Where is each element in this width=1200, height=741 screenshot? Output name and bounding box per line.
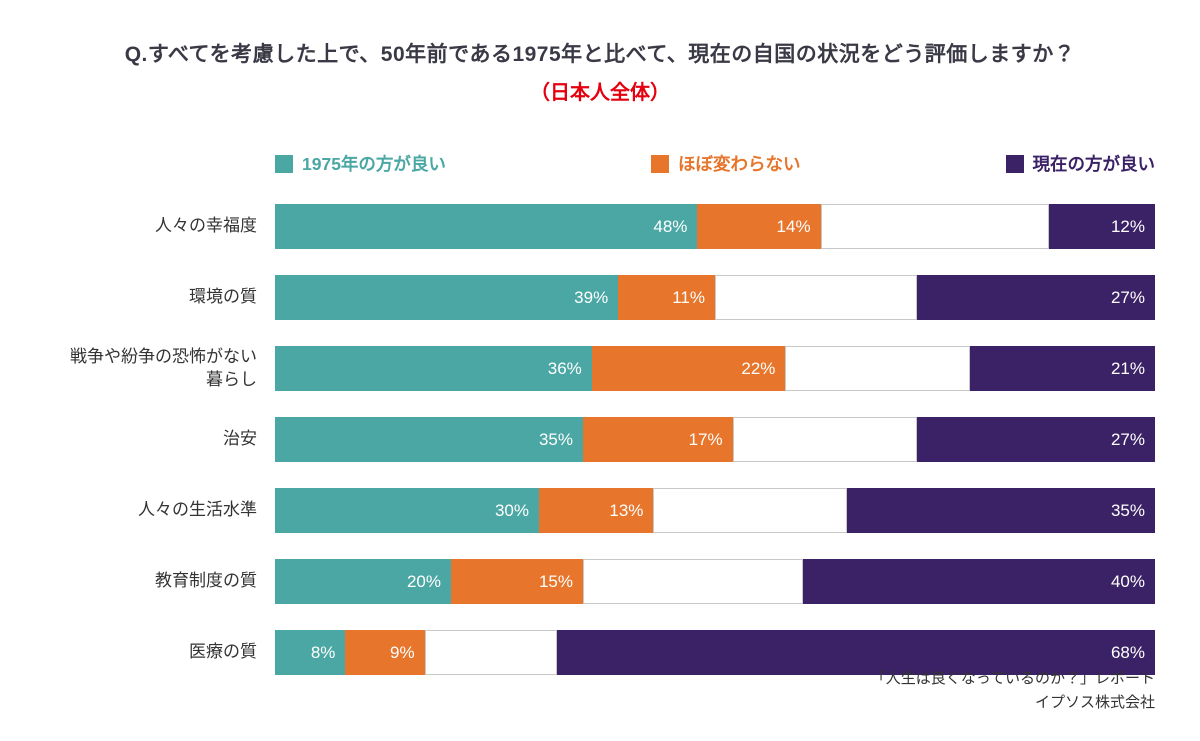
bar-segment-1975-better: 8%	[275, 630, 346, 675]
value-label: 35%	[1110, 500, 1145, 520]
bar-segment-now-better: 21%	[970, 346, 1155, 391]
stacked-bar: 8% 9% 68%	[275, 630, 1155, 675]
bar-segment-about-same: 13%	[539, 488, 654, 533]
category-label: 治安	[223, 429, 257, 449]
bar-segment-no-answer	[785, 346, 971, 391]
category-label: 人々の幸福度	[155, 216, 257, 236]
stacked-bar: 36% 22% 21%	[275, 346, 1155, 391]
value-label: 27%	[1110, 429, 1145, 449]
bar-segment-1975-better: 39%	[275, 275, 619, 320]
chart-subtitle: （日本人全体）	[530, 82, 670, 104]
bar-segment-no-answer	[583, 559, 803, 604]
value-label: 27%	[1110, 287, 1145, 307]
bar-segment-1975-better: 48%	[275, 204, 698, 249]
bar-segment-now-better: 68%	[556, 630, 1155, 675]
chart-row: 治安 35% 17% 27%	[0, 417, 1155, 462]
value-label: 15%	[538, 571, 573, 591]
category-label: 医療の質	[189, 642, 257, 662]
value-label: 21%	[1110, 358, 1145, 378]
bar-segment-1975-better: 20%	[275, 559, 451, 604]
bar-segment-about-same: 9%	[345, 630, 425, 675]
stacked-bar: 39% 11% 27%	[275, 275, 1155, 320]
bar-segment-about-same: 14%	[697, 204, 821, 249]
bar-segment-1975-better: 36%	[275, 346, 592, 391]
bar-segment-about-same: 22%	[591, 346, 786, 391]
legend: 1975年の方が良い ほぼ変わらない 現在の方が良い	[275, 151, 1155, 176]
category-label: 戦争や紛争の恐怖がない 暮らし	[70, 347, 257, 389]
stacked-bar-chart: 人々の幸福度 48% 14% 12% 環境の質 39% 11% 27% 戦争や紛…	[0, 204, 1200, 675]
bar-segment-about-same: 17%	[583, 417, 733, 462]
value-label: 39%	[574, 287, 609, 307]
bar-segment-now-better: 35%	[846, 488, 1155, 533]
bar-segment-about-same: 15%	[451, 559, 583, 604]
legend-item-1975-better: 1975年の方が良い	[275, 151, 446, 176]
bar-segment-now-better: 40%	[803, 559, 1155, 604]
legend-label: 1975年の方が良い	[302, 154, 446, 174]
bar-segment-now-better: 27%	[917, 417, 1155, 462]
legend-label: 現在の方が良い	[1032, 154, 1156, 174]
category-label: 環境の質	[189, 287, 257, 307]
source-company: イプソス株式会社	[1034, 694, 1155, 711]
chart-row: 環境の質 39% 11% 27%	[0, 275, 1155, 320]
bar-segment-1975-better: 30%	[275, 488, 539, 533]
chart-title: Q.すべてを考慮した上で、50年前である1975年と比べて、現在の自国の状況をど…	[124, 43, 1076, 66]
bar-segment-about-same: 11%	[618, 275, 715, 320]
bar-segment-now-better: 27%	[917, 275, 1155, 320]
chart-row: 人々の生活水準 30% 13% 35%	[0, 488, 1155, 533]
value-label: 17%	[688, 429, 723, 449]
bar-segment-1975-better: 35%	[275, 417, 583, 462]
bar-segment-no-answer	[732, 417, 918, 462]
legend-swatch-purple	[1005, 154, 1024, 173]
value-label: 12%	[1110, 216, 1145, 236]
bar-segment-no-answer	[653, 488, 847, 533]
value-label: 9%	[390, 642, 415, 662]
value-label: 20%	[406, 571, 441, 591]
value-label: 48%	[653, 216, 688, 236]
legend-swatch-teal	[275, 154, 293, 173]
bar-segment-now-better: 12%	[1049, 204, 1155, 249]
stacked-bar: 35% 17% 27%	[275, 417, 1155, 462]
value-label: 13%	[609, 500, 644, 520]
legend-swatch-orange	[650, 154, 669, 173]
category-label: 教育制度の質	[155, 571, 257, 591]
value-label: 68%	[1110, 642, 1145, 662]
bar-segment-no-answer	[820, 204, 1050, 249]
value-label: 30%	[494, 500, 529, 520]
value-label: 35%	[538, 429, 573, 449]
legend-label: ほぼ変わらない	[677, 154, 801, 174]
value-label: 14%	[776, 216, 811, 236]
value-label: 36%	[547, 358, 582, 378]
stacked-bar: 48% 14% 12%	[275, 204, 1155, 249]
value-label: 40%	[1110, 571, 1145, 591]
category-label: 人々の生活水準	[138, 500, 257, 520]
value-label: 22%	[741, 358, 776, 378]
source-report-title: 「人生は良くなっているのか？」レポート	[870, 670, 1155, 687]
bar-segment-no-answer	[424, 630, 557, 675]
stacked-bar: 30% 13% 35%	[275, 488, 1155, 533]
legend-item-now-better: 現在の方が良い	[1005, 151, 1156, 176]
chart-row: 教育制度の質 20% 15% 40%	[0, 559, 1155, 604]
legend-item-about-same: ほぼ変わらない	[650, 151, 801, 176]
source-note: 「人生は良くなっているのか？」レポート イプソス株式会社	[871, 667, 1155, 715]
chart-row: 医療の質 8% 9% 68%	[0, 630, 1155, 675]
stacked-bar: 20% 15% 40%	[275, 559, 1155, 604]
value-label: 8%	[310, 642, 336, 662]
value-label: 11%	[672, 287, 705, 307]
bar-segment-no-answer	[714, 275, 918, 320]
chart-row: 戦争や紛争の恐怖がない 暮らし 36% 22% 21%	[0, 346, 1155, 391]
chart-row: 人々の幸福度 48% 14% 12%	[0, 204, 1155, 249]
